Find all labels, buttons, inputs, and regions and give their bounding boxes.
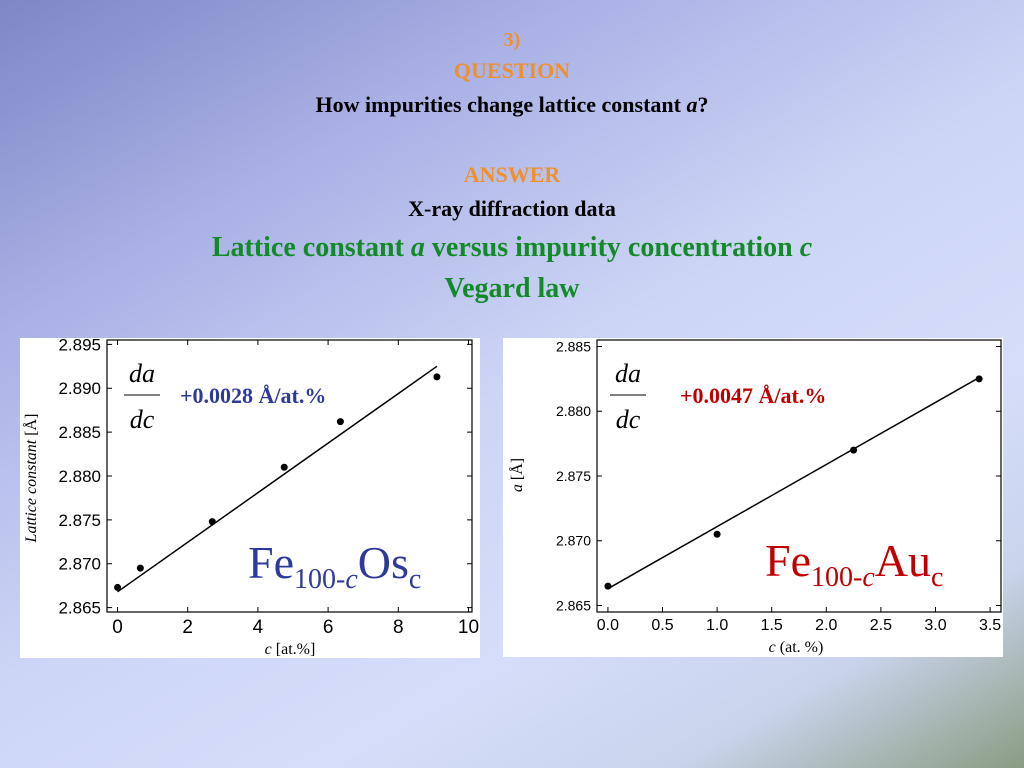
- data-point: [208, 518, 216, 526]
- answer-heading: ANSWER: [464, 162, 562, 187]
- y-tick-label: 2.865: [58, 599, 101, 618]
- x-tick-label: 2.5: [870, 617, 892, 634]
- question-end: ?: [697, 92, 708, 117]
- y-tick-label: 2.885: [58, 423, 101, 442]
- data-point: [433, 373, 441, 381]
- subtitle-var: c: [800, 232, 813, 263]
- formula-element: Os: [358, 537, 409, 588]
- formula-subscript: 100-: [811, 562, 862, 593]
- alloy-formula: Fe100-cAuc: [765, 535, 943, 593]
- formula-subscript-var: c: [345, 564, 358, 595]
- subtitle-part: Lattice constant: [212, 232, 411, 263]
- y-tick-label: 2.880: [58, 467, 101, 486]
- y-tick-label: 2.865: [556, 597, 591, 613]
- slope-annotation: +0.0047 Å/at.%: [680, 383, 826, 408]
- chart-panel: [503, 338, 1003, 657]
- x-tick-label: 2.0: [815, 617, 837, 634]
- x-axis-var: c: [265, 641, 272, 658]
- formula-subscript: 100-: [294, 564, 345, 595]
- data-point: [713, 530, 721, 538]
- y-axis-unit: [Å]: [22, 414, 40, 440]
- subtitle-part: versus impurity concentration: [425, 232, 800, 263]
- x-tick-label: 4: [253, 617, 264, 638]
- y-tick-label: 2.885: [556, 338, 591, 354]
- formula-element: Au: [875, 535, 931, 586]
- x-axis-unit: (at. %): [776, 639, 824, 656]
- slide-number: 3): [504, 29, 521, 51]
- x-tick-label: 8: [393, 617, 404, 638]
- question-heading: QUESTION: [454, 58, 570, 83]
- question-var: a: [686, 92, 697, 117]
- y-tick-label: 2.870: [556, 533, 591, 549]
- formula-element: Fe: [765, 535, 811, 586]
- data-point: [850, 446, 858, 454]
- y-axis-var: a: [509, 484, 526, 492]
- slope-annotation: +0.0028 Å/at.%: [180, 383, 326, 408]
- answer: X-ray diffraction data: [408, 196, 616, 221]
- derivative-denominator: dc: [130, 405, 155, 434]
- subtitle: Lattice constant a versus impurity conce…: [212, 232, 813, 263]
- question-text: How impurities change lattice constant: [316, 92, 687, 117]
- question: How impurities change lattice constant a…: [316, 92, 709, 117]
- x-tick-label: 1.5: [761, 617, 783, 634]
- y-tick-label: 2.875: [556, 468, 591, 484]
- x-tick-label: 3.5: [979, 617, 1001, 634]
- x-axis-unit: [at.%]: [272, 641, 316, 658]
- x-tick-label: 6: [323, 617, 334, 638]
- x-tick-label: 1.0: [706, 617, 728, 634]
- x-tick-label: 0.0: [597, 617, 619, 634]
- x-axis-var: c: [769, 639, 776, 656]
- data-point: [280, 463, 288, 471]
- y-axis-label: Lattice constant [Å]: [22, 414, 40, 544]
- data-point: [114, 583, 122, 591]
- x-tick-label: 3.0: [924, 617, 946, 634]
- formula-subscript: c: [931, 562, 943, 593]
- formula-subscript: c: [409, 564, 421, 595]
- formula-element: Fe: [248, 537, 294, 588]
- derivative-numerator: da: [615, 359, 641, 388]
- data-point: [336, 418, 344, 426]
- x-tick-label: 2: [182, 617, 193, 638]
- formula-subscript-var: c: [862, 562, 875, 593]
- x-tick-label: 10: [458, 617, 479, 638]
- y-tick-label: 2.870: [58, 555, 101, 574]
- derivative-denominator: dc: [616, 405, 641, 434]
- subtitle-2: Vegard law: [444, 273, 580, 304]
- y-axis-label: a [Å]: [508, 458, 526, 492]
- x-tick-label: 0.5: [651, 617, 673, 634]
- x-tick-label: 0: [112, 617, 123, 638]
- y-tick-label: 2.890: [58, 379, 101, 398]
- data-point: [975, 375, 983, 383]
- fit-line: [607, 376, 980, 590]
- y-axis-var: Lattice constant: [23, 439, 40, 543]
- y-tick-label: 2.880: [556, 403, 591, 419]
- y-tick-label: 2.895: [58, 335, 101, 354]
- data-point: [604, 582, 612, 590]
- x-axis-label: c [at.%]: [265, 641, 316, 658]
- fit-line: [117, 365, 438, 593]
- y-axis-unit: [Å]: [508, 458, 526, 484]
- x-axis-label: c (at. %): [769, 639, 824, 656]
- subtitle-var: a: [411, 232, 425, 263]
- data-point: [136, 564, 144, 572]
- alloy-formula: Fe100-cOsc: [248, 537, 421, 595]
- y-tick-label: 2.875: [58, 511, 101, 530]
- derivative-numerator: da: [129, 359, 155, 388]
